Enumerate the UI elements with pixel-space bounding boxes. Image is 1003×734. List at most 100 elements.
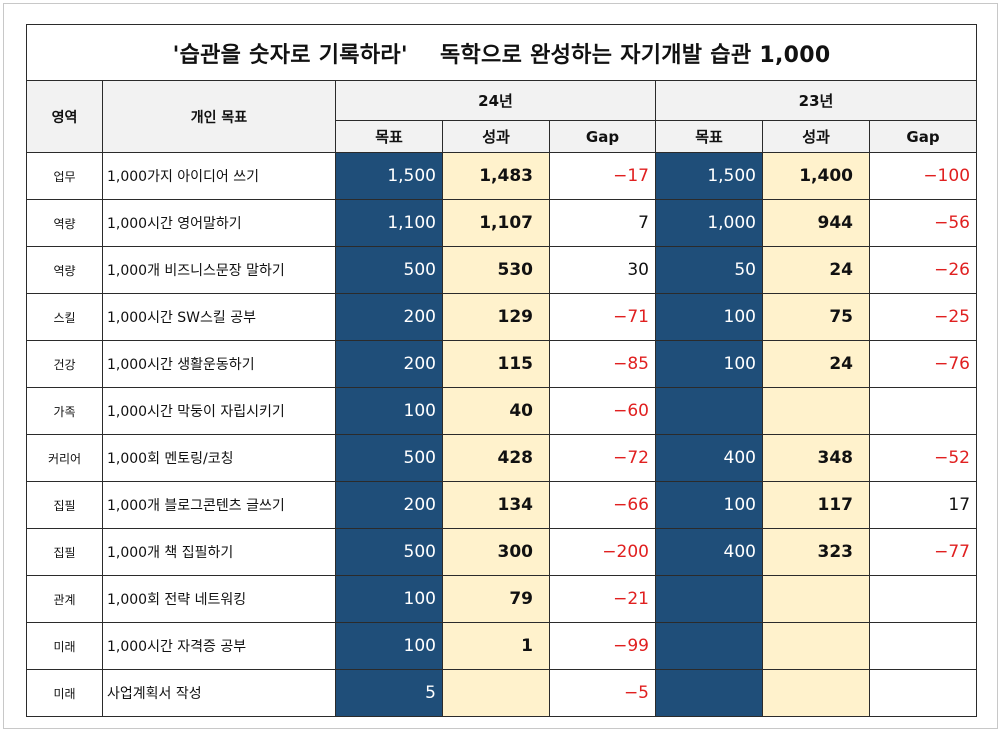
- table-row: 미래 사업계획서 작성 5 −5: [26, 669, 978, 717]
- target-23-cell: [655, 387, 763, 435]
- area-cell: 커리어: [26, 434, 103, 482]
- area-cell: 역량: [26, 199, 103, 247]
- target-23-cell: 1,500: [655, 152, 763, 200]
- gap-24-cell: −21: [549, 575, 656, 623]
- table-row: 커리어 1,000회 멘토링/코칭 500 428 −72 400 348 −5…: [26, 434, 978, 482]
- title-left: '습관을 숫자로 기록하라': [172, 42, 408, 68]
- target-23-cell: 100: [655, 481, 763, 529]
- target-23-cell: [655, 622, 763, 670]
- gap-23-cell: −76: [868, 340, 978, 388]
- gap-24-cell: −66: [549, 481, 656, 529]
- gap-23-cell: −25: [868, 293, 978, 341]
- target-24-cell: 5: [335, 669, 443, 717]
- goal-cell: 사업계획서 작성: [102, 669, 336, 717]
- header-result-23: 성과: [762, 120, 870, 153]
- table-title: '습관을 숫자로 기록하라' 독학으로 완성하는 자기개발 습관 1,000: [25, 24, 978, 81]
- gap-23-cell: [868, 669, 978, 717]
- result-23-cell: [762, 622, 870, 670]
- target-24-cell: 1,100: [335, 199, 443, 247]
- table-row: 가족 1,000시간 막둥이 자립시키기 100 40 −60: [26, 387, 978, 435]
- target-24-cell: 200: [335, 340, 443, 388]
- area-cell: 건강: [26, 340, 103, 388]
- result-24-cell: 1,483: [442, 152, 550, 200]
- target-24-cell: 1,500: [335, 152, 443, 200]
- result-24-cell: 1,107: [442, 199, 550, 247]
- result-24-cell: 134: [442, 481, 550, 529]
- gap-24-cell: 7: [549, 199, 656, 247]
- gap-24-cell: 30: [549, 246, 656, 294]
- area-cell: 집필: [26, 528, 103, 576]
- gap-23-cell: [868, 575, 978, 623]
- target-24-cell: 200: [335, 293, 443, 341]
- result-24-cell: [442, 669, 550, 717]
- goal-cell: 1,000회 전략 네트워킹: [102, 575, 336, 623]
- goal-cell: 1,000시간 막둥이 자립시키기: [102, 387, 336, 435]
- header-result-24: 성과: [442, 120, 550, 153]
- header-gap-24: Gap: [549, 120, 656, 153]
- result-23-cell: 323: [762, 528, 870, 576]
- area-cell: 미래: [26, 669, 103, 717]
- result-23-cell: [762, 669, 870, 717]
- result-24-cell: 79: [442, 575, 550, 623]
- header-gap-23: Gap: [868, 120, 978, 153]
- goal-cell: 1,000시간 영어말하기: [102, 199, 336, 247]
- target-24-cell: 200: [335, 481, 443, 529]
- table-row: 미래 1,000시간 자격증 공부 100 1 −99: [26, 622, 978, 670]
- goal-cell: 1,000개 비즈니스문장 말하기: [102, 246, 336, 294]
- table-row: 집필 1,000개 블로그콘텐츠 글쓰기 200 134 −66 100 117…: [26, 481, 978, 529]
- target-23-cell: [655, 669, 763, 717]
- gap-24-cell: −71: [549, 293, 656, 341]
- target-23-cell: 50: [655, 246, 763, 294]
- target-24-cell: 500: [335, 434, 443, 482]
- result-24-cell: 40: [442, 387, 550, 435]
- table-row: 건강 1,000시간 생활운동하기 200 115 −85 100 24 −76: [26, 340, 978, 388]
- header-year-23: 23년: [654, 80, 978, 121]
- goal-cell: 1,000시간 자격증 공부: [102, 622, 336, 670]
- goal-cell: 1,000개 책 집필하기: [102, 528, 336, 576]
- area-cell: 스킬: [26, 293, 103, 341]
- result-23-cell: 1,400: [762, 152, 870, 200]
- table-row: 집필 1,000개 책 집필하기 500 300 −200 400 323 −7…: [26, 528, 978, 576]
- gap-24-cell: −200: [549, 528, 656, 576]
- area-cell: 가족: [26, 387, 103, 435]
- goal-cell: 1,000회 멘토링/코칭: [102, 434, 336, 482]
- area-cell: 관계: [26, 575, 103, 623]
- gap-23-cell: 17: [868, 481, 978, 529]
- gap-23-cell: [868, 387, 978, 435]
- area-cell: 업무: [26, 152, 103, 200]
- gap-23-cell: −100: [868, 152, 978, 200]
- target-24-cell: 100: [335, 387, 443, 435]
- result-24-cell: 300: [442, 528, 550, 576]
- result-24-cell: 129: [442, 293, 550, 341]
- gap-23-cell: −52: [868, 434, 978, 482]
- result-23-cell: [762, 387, 870, 435]
- table-row: 관계 1,000회 전략 네트워킹 100 79 −21: [26, 575, 978, 623]
- goal-cell: 1,000시간 생활운동하기: [102, 340, 336, 388]
- result-24-cell: 428: [442, 434, 550, 482]
- goal-cell: 1,000시간 SW스킬 공부: [102, 293, 336, 341]
- area-cell: 미래: [26, 622, 103, 670]
- title-right: 독학으로 완성하는 자기개발 습관 1,000: [439, 42, 831, 68]
- target-23-cell: 100: [655, 340, 763, 388]
- target-23-cell: 400: [655, 528, 763, 576]
- target-23-cell: [655, 575, 763, 623]
- habit-table: '습관을 숫자로 기록하라' 독학으로 완성하는 자기개발 습관 1,000 영역…: [25, 24, 978, 717]
- gap-24-cell: −85: [549, 340, 656, 388]
- area-cell: 역량: [26, 246, 103, 294]
- result-23-cell: 944: [762, 199, 870, 247]
- target-23-cell: 1,000: [655, 199, 763, 247]
- table-row: 역량 1,000개 비즈니스문장 말하기 500 530 30 50 24 −2…: [26, 246, 978, 294]
- result-23-cell: 75: [762, 293, 870, 341]
- gap-24-cell: −60: [549, 387, 656, 435]
- header-target-23: 목표: [655, 120, 763, 153]
- result-24-cell: 530: [442, 246, 550, 294]
- result-24-cell: 1: [442, 622, 550, 670]
- target-24-cell: 100: [335, 622, 443, 670]
- gap-23-cell: −77: [868, 528, 978, 576]
- gap-23-cell: −26: [868, 246, 978, 294]
- result-23-cell: 24: [762, 340, 870, 388]
- result-23-cell: 348: [762, 434, 870, 482]
- target-24-cell: 500: [335, 246, 443, 294]
- gap-23-cell: −56: [868, 199, 978, 247]
- target-23-cell: 400: [655, 434, 763, 482]
